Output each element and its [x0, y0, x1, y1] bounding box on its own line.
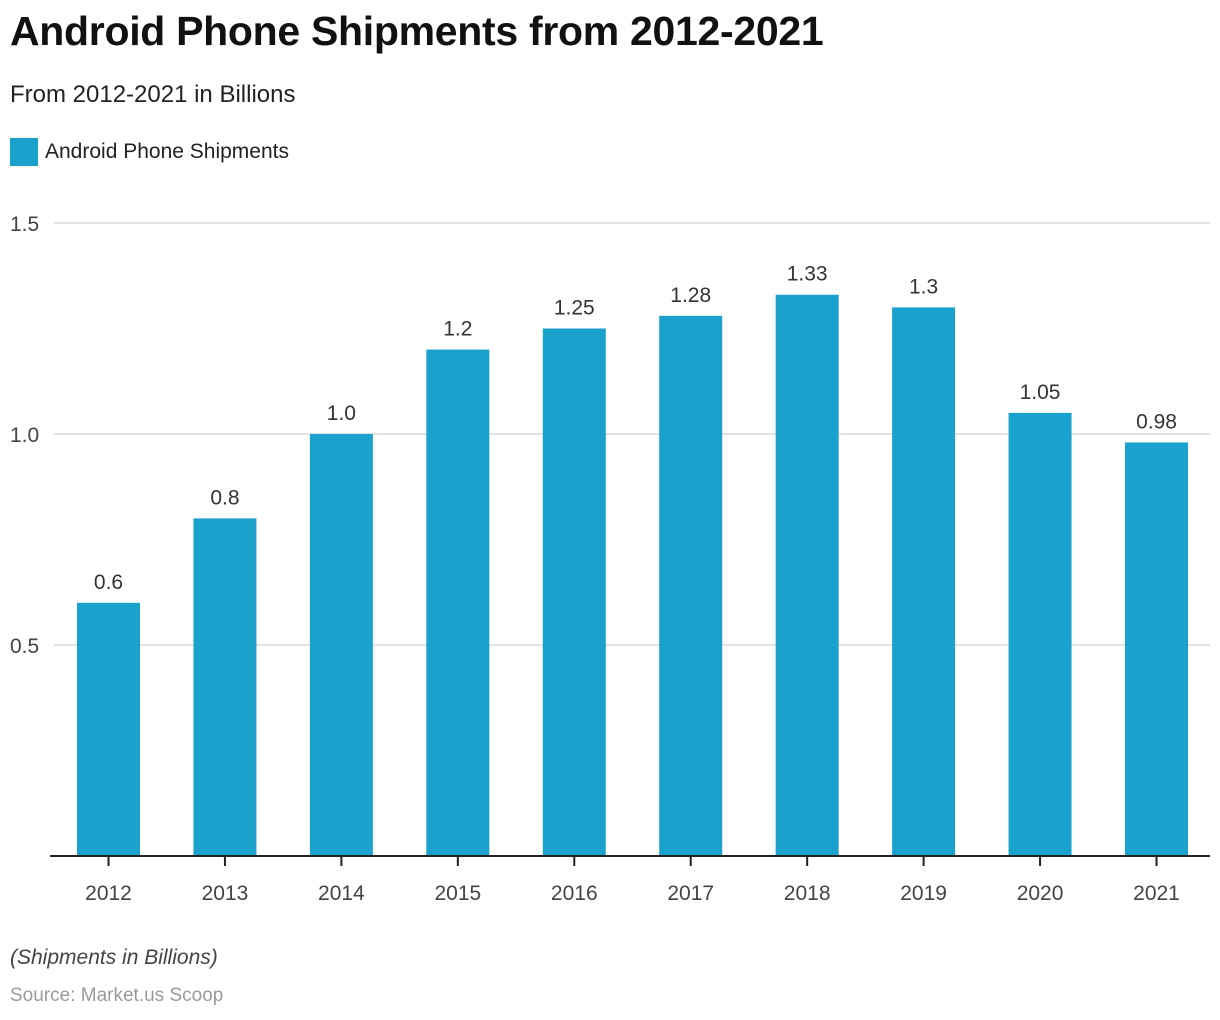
bar — [426, 349, 490, 856]
x-tick-label: 2021 — [1133, 882, 1180, 905]
data-label: 1.33 — [787, 263, 828, 286]
data-label: 1.28 — [670, 284, 711, 307]
x-tick-label: 2019 — [900, 882, 947, 905]
x-tick-label: 2017 — [667, 882, 714, 905]
x-tick-label: 2016 — [551, 882, 598, 905]
y-tick-label: 1.5 — [10, 213, 39, 236]
x-tick-label: 2015 — [434, 882, 481, 905]
chart-subtitle: From 2012-2021 in Billions — [10, 81, 296, 108]
data-label: 1.2 — [443, 318, 472, 341]
data-label: 0.98 — [1136, 410, 1177, 433]
data-label: 1.0 — [327, 402, 356, 425]
legend-label: Android Phone Shipments — [45, 140, 289, 163]
bar — [775, 294, 839, 856]
y-tick-label: 0.5 — [10, 635, 39, 658]
data-label: 1.3 — [909, 275, 938, 298]
chart-note: (Shipments in Billions) — [10, 946, 218, 969]
bar — [1125, 442, 1188, 856]
data-label: 1.25 — [554, 297, 595, 320]
bar — [659, 315, 723, 857]
bar — [1008, 412, 1072, 856]
chart-source: Source: Market.us Scoop — [10, 985, 224, 1006]
x-tick-label: 2014 — [318, 882, 365, 905]
bars — [77, 294, 1188, 857]
data-label: 0.6 — [94, 571, 123, 594]
data-label: 0.8 — [210, 486, 239, 509]
legend: Android Phone Shipments — [10, 138, 289, 166]
x-tick-label: 2020 — [1017, 882, 1064, 905]
x-axis: 2012 2013 2014 2015 2016 2017 2018 2019 2020 2021 — [50, 855, 1210, 905]
bar — [892, 307, 956, 856]
x-tick-label: 2013 — [202, 882, 249, 905]
bar — [77, 602, 140, 856]
x-tick-label: 2012 — [85, 882, 132, 905]
legend-swatch — [10, 138, 38, 166]
y-tick-label: 1.0 — [10, 424, 39, 447]
x-tick-label: 2018 — [784, 882, 831, 905]
data-labels: 0.6 0.8 1.0 1.2 1.25 1.28 1.33 1.3 1.05 0.98 — [94, 263, 1177, 594]
gridlines: 0.5 1.0 1.5 — [10, 213, 1210, 658]
data-label: 1.05 — [1020, 381, 1061, 404]
bar — [309, 434, 373, 856]
bar — [542, 328, 606, 856]
chart-title: Android Phone Shipments from 2012-2021 — [10, 8, 824, 54]
bar — [193, 518, 257, 856]
